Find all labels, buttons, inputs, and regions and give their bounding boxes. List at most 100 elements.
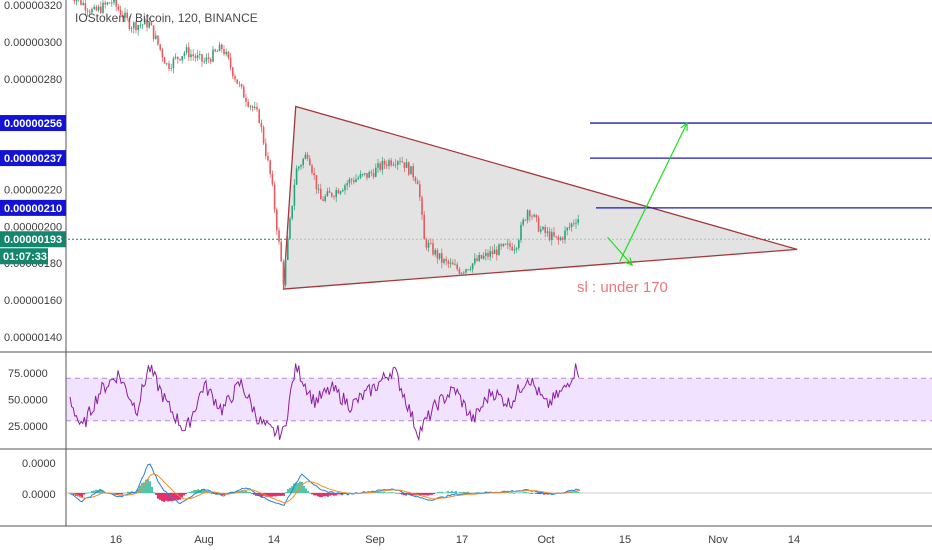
macd-histogram-bar [331,493,333,495]
macd-histogram-bar [403,493,405,496]
macd-histogram-bar [577,491,579,493]
candle-body [399,161,401,163]
macd-histogram-bar [377,491,379,493]
macd-histogram-bar [283,493,285,496]
projection-arrow [607,121,688,267]
macd-histogram-bar [277,493,279,496]
macd-histogram-bar [137,488,139,493]
candle-body [93,6,95,9]
candle-body [555,236,557,238]
macd-histogram-bar [261,493,263,497]
macd-histogram-bar [385,492,387,493]
candle-body [394,164,397,166]
time-tick-label: 14 [268,534,280,546]
macd-histogram-bar [259,493,261,497]
macd-histogram-bar [541,493,543,494]
price-tick-label: 0.00000160 [4,295,62,307]
macd-histogram-bar [401,493,403,495]
candle-body [102,2,104,13]
macd-histogram-bar [525,491,527,493]
macd-histogram-bar [285,492,287,493]
candle-body [203,61,205,63]
macd-histogram-bar [121,493,123,495]
macd-histogram-bar [99,488,101,493]
macd-histogram-bar [177,493,179,501]
macd-histogram-bar [419,493,421,496]
candle-body [141,24,144,26]
candle-body [441,253,443,263]
candle-body [573,223,575,225]
candle-body [276,209,278,231]
candle-body [507,243,509,245]
candle-body [546,231,549,233]
candle-body [133,22,135,29]
candle-body [293,184,296,206]
time-tick-label: 15 [619,534,631,546]
candle-body [540,229,542,232]
macd-histogram-bar [573,492,575,493]
candle-body [100,6,102,13]
macd-histogram-bar [249,492,251,493]
candle-body [526,210,529,221]
candle-body [97,6,100,11]
candle-body [577,219,579,223]
candle-body [181,56,183,61]
macd-histogram-bar [445,492,447,493]
macd-histogram-bar [383,491,385,493]
macd-histogram-bar [529,493,531,494]
macd-histogram-bar [523,492,525,493]
macd-histogram-bar [151,486,153,493]
macd-histogram-bar [293,483,295,493]
candle-body [119,9,122,16]
candle-body [335,190,337,197]
current-price-badge-text: 0.00000193 [4,234,62,246]
candle-body [370,172,373,174]
macd-histogram-bar [473,492,475,494]
candle-body [403,162,406,168]
macd-histogram-bar [159,493,161,500]
macd-tick-label: 0.0000 [22,489,56,501]
macd-histogram-bar [323,493,325,497]
candle-body [166,63,168,65]
macd-histogram-bar [79,493,81,498]
macd-histogram-bar [395,493,397,494]
macd-histogram-bar [145,479,147,493]
candle-body [423,214,425,240]
macd-histogram-bar [197,489,199,493]
candle-body [124,12,126,18]
macd-histogram-bar [475,492,477,493]
macd-histogram-bar [429,493,431,495]
candle-body [531,216,533,218]
macd-histogram-bar [227,493,229,494]
candle-body [155,35,157,39]
macd-histogram-bar [81,493,83,498]
macd-histogram-bar [539,493,541,495]
macd-histogram-bar [175,493,177,500]
candle-body [416,181,419,185]
macd-histogram-bar [147,479,149,493]
macd-histogram-bar [93,490,95,493]
macd-histogram-bar [347,493,349,495]
candle-body [386,164,388,166]
candle-body [346,183,348,186]
candle-body [106,2,109,5]
candle-body [304,154,307,159]
macd-histogram-bar [363,491,365,493]
candle-body [227,51,230,58]
candle-body [225,51,227,55]
target-price-badge-text: 0.00000256 [4,118,62,130]
candle-body [80,0,82,5]
candle-body [216,51,219,52]
macd-histogram-bar [119,493,121,495]
candle-body [326,191,329,197]
macd-histogram-bar [515,492,517,494]
macd-histogram-bar [281,493,283,496]
candle-body [205,57,208,62]
macd-histogram-bar [449,491,451,493]
target-lines [590,122,932,209]
candle-body [410,166,412,175]
macd-histogram-bar [469,492,471,494]
candle-body [82,2,84,5]
macd-histogram-bar [455,491,457,493]
macd-histogram-bar [321,493,323,498]
